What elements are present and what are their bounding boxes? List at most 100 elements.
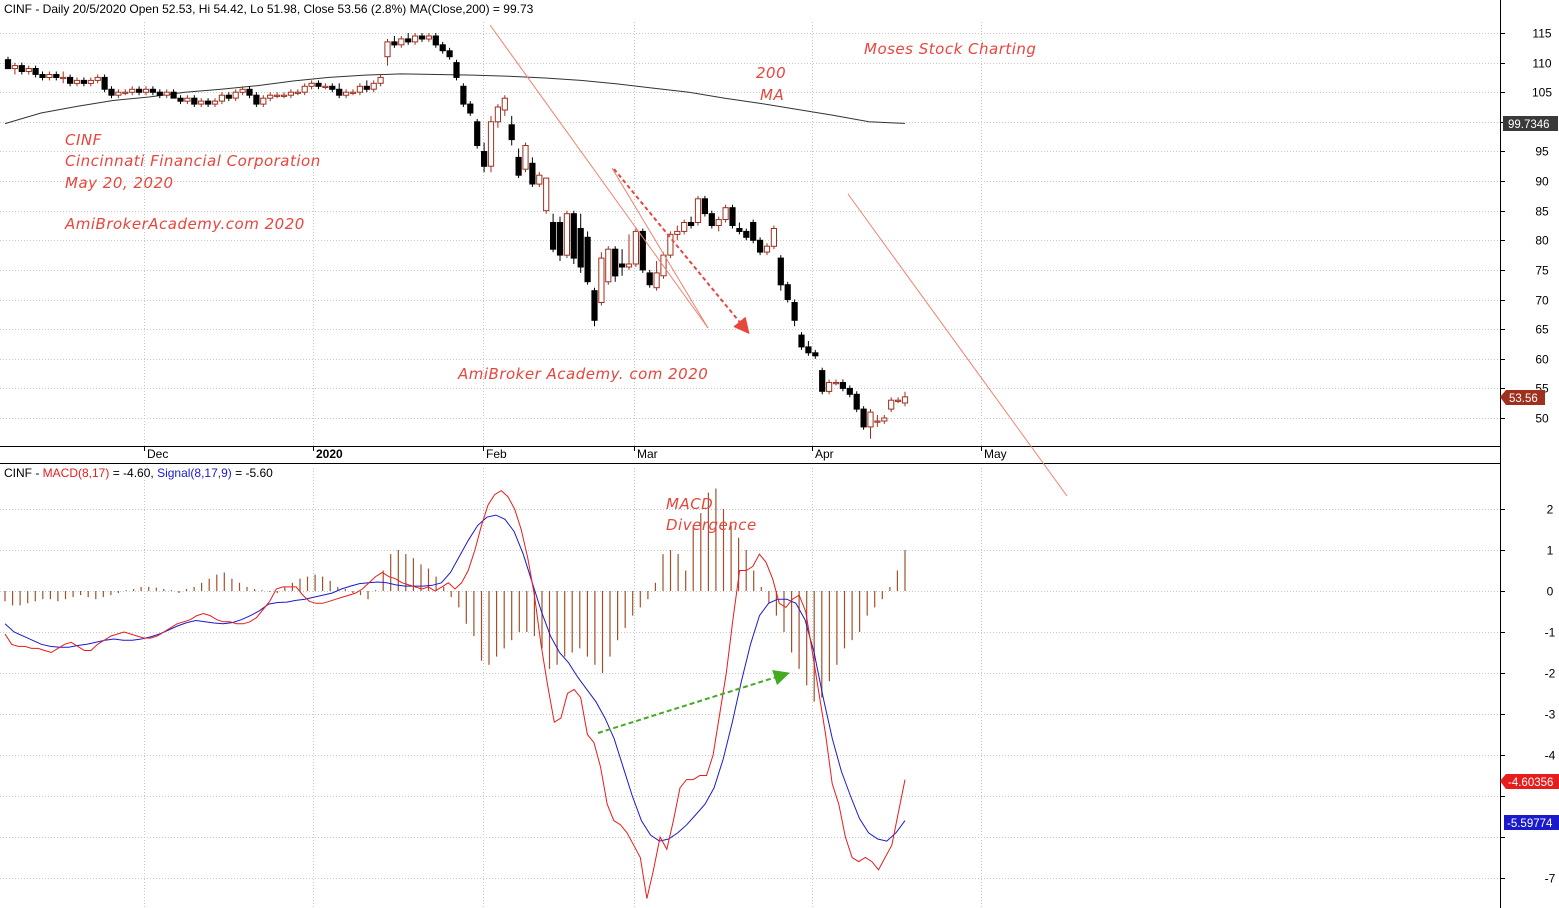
candle-body xyxy=(750,222,757,241)
candle-body xyxy=(4,59,12,70)
candle xyxy=(543,177,550,214)
candle xyxy=(556,216,564,261)
candle-body xyxy=(308,82,315,87)
candle xyxy=(487,115,495,173)
candle xyxy=(322,83,329,90)
candle xyxy=(577,213,584,273)
site-annotation-1: AmiBrokerAcademy.com 2020 xyxy=(64,215,305,233)
candle-body xyxy=(784,284,791,301)
candle xyxy=(405,33,412,45)
candle xyxy=(122,89,129,96)
candle-body xyxy=(729,207,736,226)
candle-body xyxy=(460,85,467,105)
candle-body xyxy=(529,162,536,185)
candle xyxy=(708,210,715,229)
candle-body xyxy=(412,35,419,43)
candle-body xyxy=(343,91,350,96)
candle-body xyxy=(315,82,322,87)
macd-value-badge: -4.60356 xyxy=(1500,774,1559,789)
candle xyxy=(460,83,467,107)
candle xyxy=(329,83,336,93)
signal-value-text: -5.59774 xyxy=(1507,818,1553,830)
candle-body xyxy=(53,74,60,78)
candle xyxy=(32,65,39,78)
macd-tick-label: -1 xyxy=(1545,626,1556,640)
candle-body xyxy=(205,100,212,105)
candle xyxy=(391,36,398,48)
candle-body xyxy=(129,88,136,93)
candle xyxy=(715,216,722,232)
candle-body xyxy=(177,97,184,102)
candle xyxy=(308,80,315,90)
divergence-annotation: Divergence xyxy=(666,516,757,534)
candle-body xyxy=(170,91,177,99)
candle xyxy=(439,41,446,54)
candle xyxy=(605,246,612,285)
candle-body xyxy=(895,399,902,402)
price-tick-label: 105 xyxy=(1532,86,1552,100)
candle xyxy=(287,89,294,99)
candle xyxy=(494,104,501,128)
candle-body xyxy=(708,213,715,226)
candle-body xyxy=(453,62,460,78)
candle xyxy=(846,385,853,398)
candle xyxy=(826,379,833,395)
candle-body xyxy=(874,420,881,423)
candle-body xyxy=(757,239,764,253)
candle xyxy=(722,204,729,223)
candle xyxy=(784,281,791,303)
candle xyxy=(184,95,191,105)
candle xyxy=(370,80,377,93)
date-gridlines xyxy=(144,22,982,908)
candle-body xyxy=(11,65,18,70)
candle-body xyxy=(136,88,143,93)
candle xyxy=(115,89,122,99)
candle-body xyxy=(881,417,888,422)
candle xyxy=(874,415,881,427)
candle-body xyxy=(667,233,674,256)
candle xyxy=(253,92,260,107)
candle-body xyxy=(391,41,398,46)
candle xyxy=(356,83,363,96)
candle xyxy=(315,80,322,90)
macd-tick-label: 1 xyxy=(1547,544,1554,558)
candle-body xyxy=(274,94,281,97)
candle-body xyxy=(280,94,288,97)
candle xyxy=(522,142,529,173)
candle xyxy=(750,219,757,244)
candle xyxy=(598,252,605,306)
ma-label-annotation: MA xyxy=(760,86,784,104)
candle xyxy=(584,231,591,285)
candle xyxy=(363,80,370,93)
candle-body xyxy=(508,124,515,141)
candle xyxy=(412,33,419,45)
macd-axis: -7 -4 -3 -2 -1 0 1 2 xyxy=(1500,503,1556,886)
price-tick-label: 95 xyxy=(1535,145,1549,159)
candle-body xyxy=(377,76,384,84)
candle-body xyxy=(446,50,453,58)
candle xyxy=(853,391,860,413)
candle-body xyxy=(556,222,564,256)
candle-body xyxy=(115,91,122,96)
candle xyxy=(619,249,626,276)
candle-body xyxy=(294,91,301,94)
candle-body xyxy=(218,94,226,102)
candle xyxy=(639,228,646,273)
macd-panel xyxy=(0,464,1500,908)
candle xyxy=(674,225,681,241)
candle-body xyxy=(619,263,626,268)
price-tick-label: 50 xyxy=(1535,412,1549,426)
candle xyxy=(211,98,219,107)
candle-body xyxy=(777,257,784,286)
candle xyxy=(770,225,777,250)
candle-body xyxy=(515,156,522,176)
candle xyxy=(612,246,619,282)
candle xyxy=(563,210,570,259)
macd-line xyxy=(4,489,906,899)
candle xyxy=(142,86,150,96)
candle-body xyxy=(398,38,405,46)
candle-body xyxy=(674,230,681,235)
candle xyxy=(239,86,246,96)
candle xyxy=(73,77,81,87)
